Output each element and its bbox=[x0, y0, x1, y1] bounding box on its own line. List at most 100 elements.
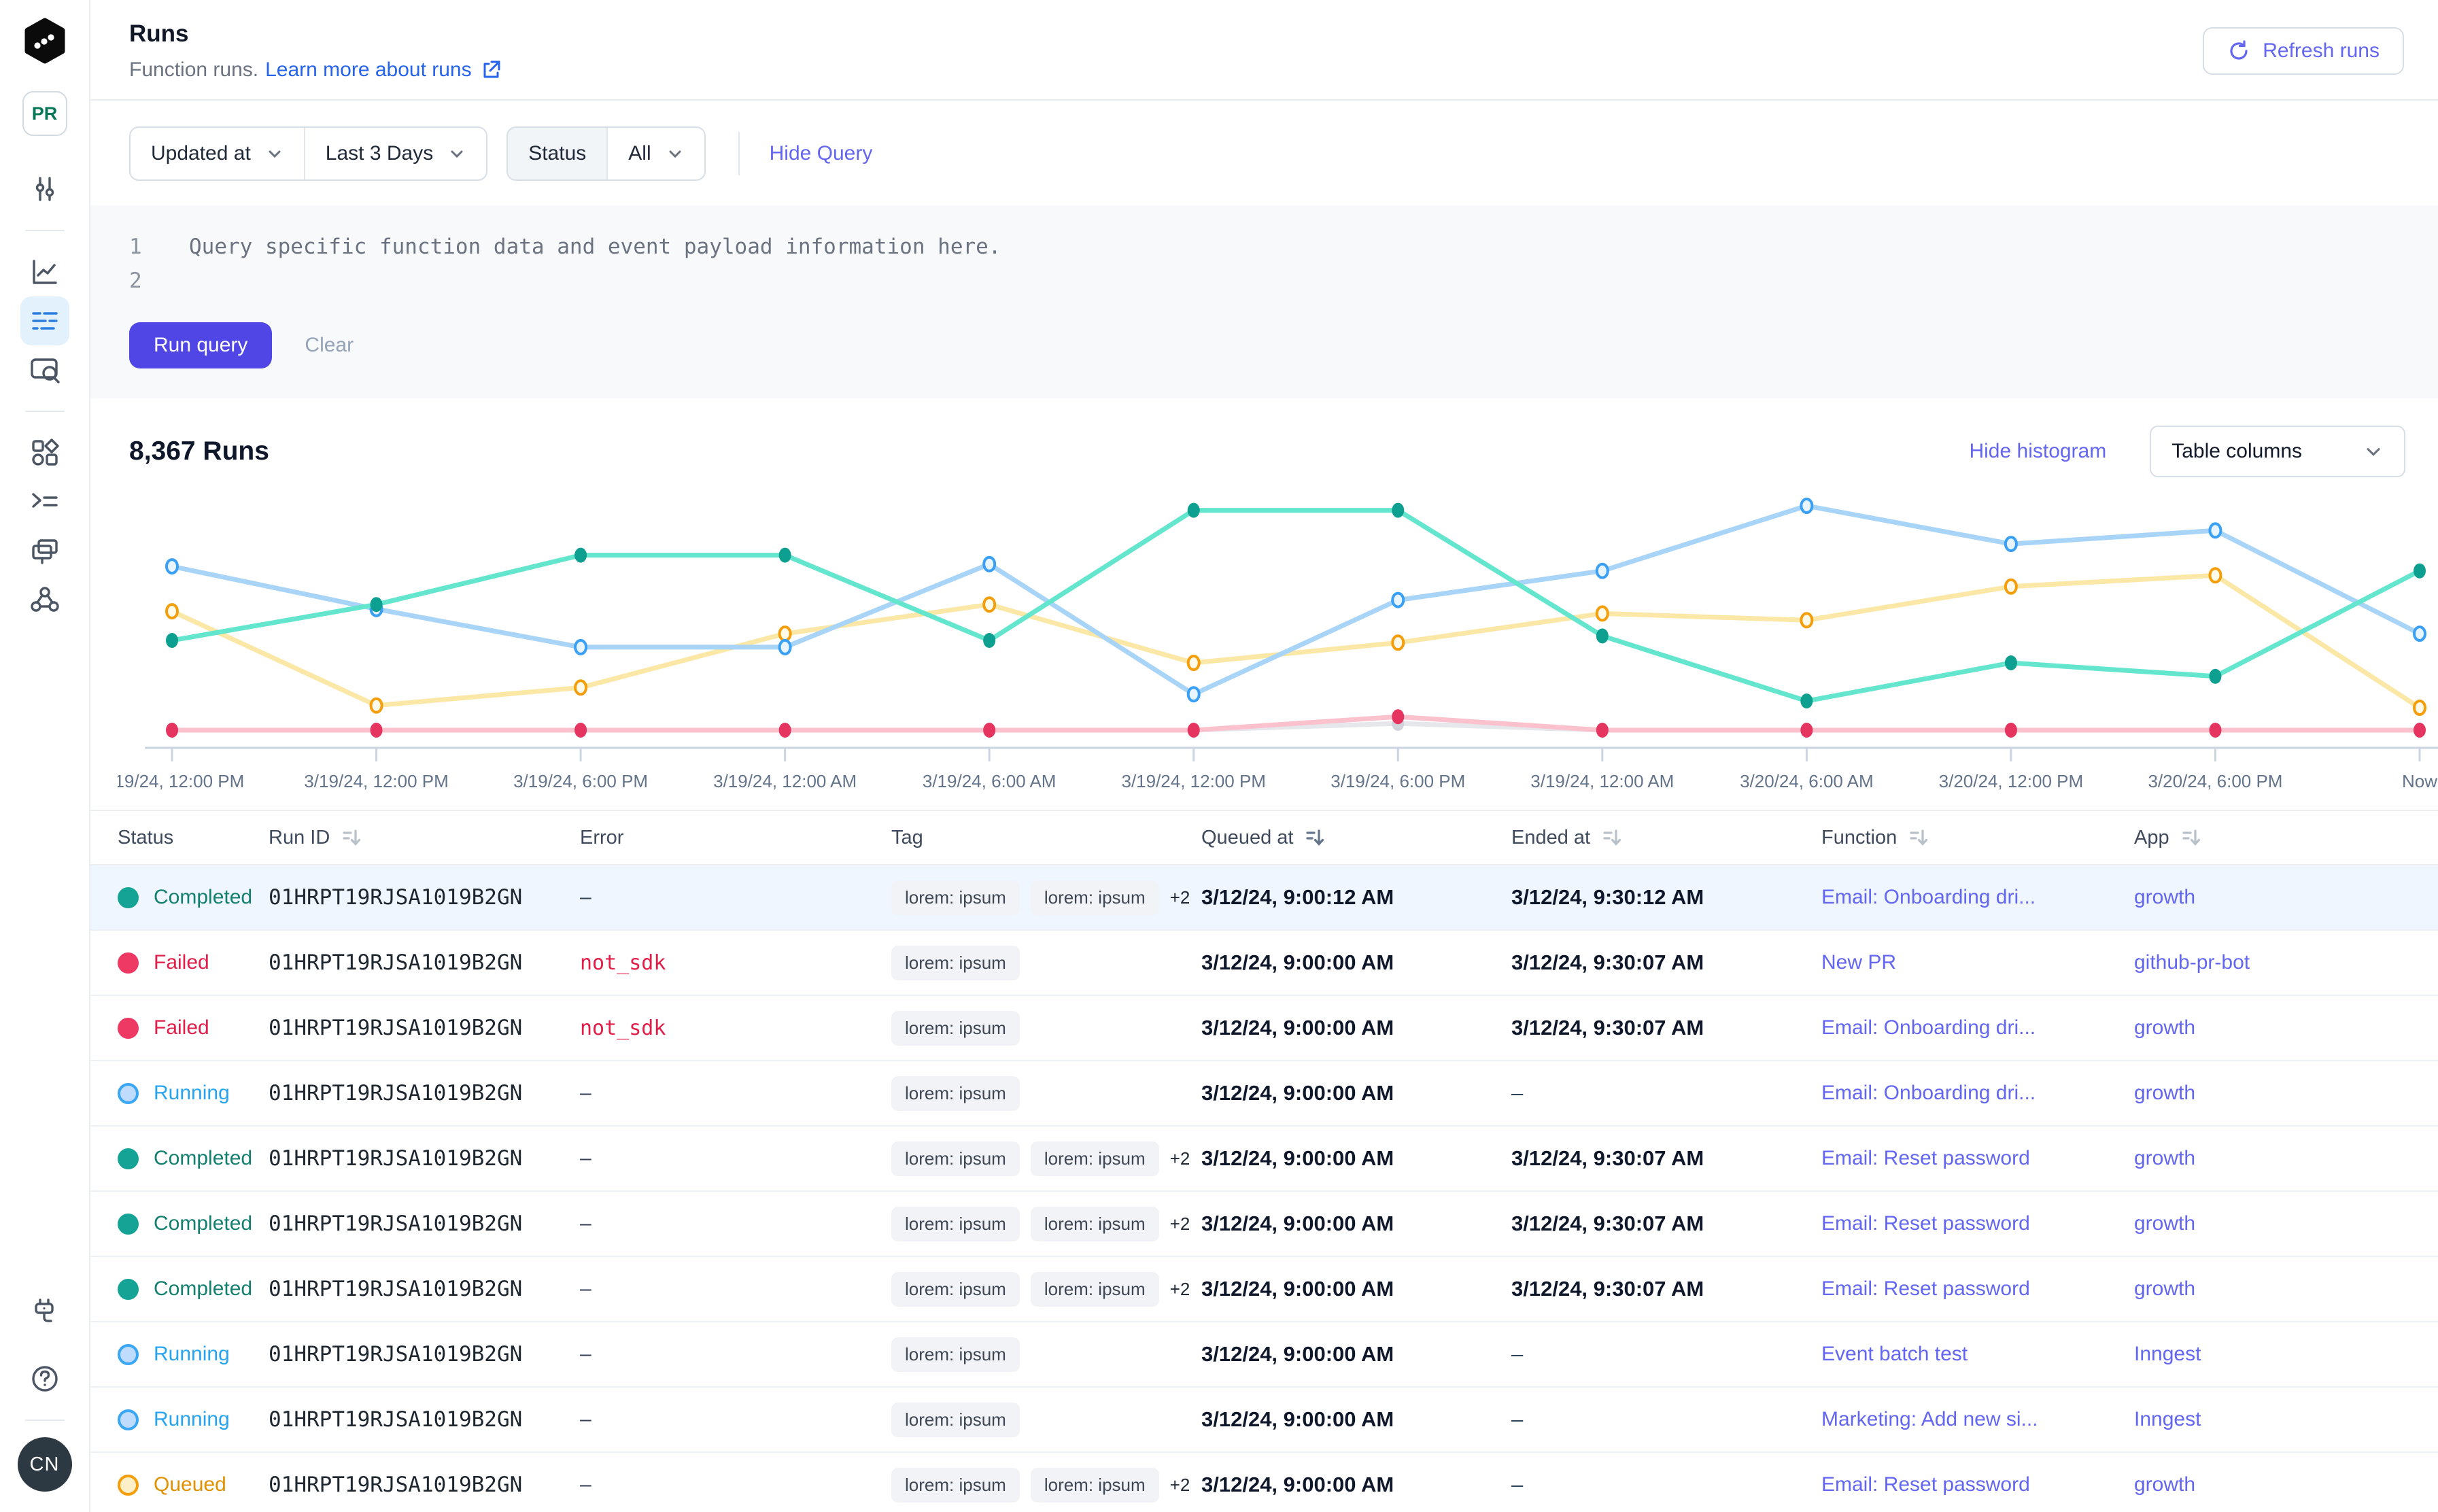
column-header[interactable]: Error bbox=[580, 827, 891, 849]
status-dot-icon bbox=[118, 1279, 139, 1300]
svg-text:3/19/24, 12:00 AM: 3/19/24, 12:00 AM bbox=[713, 771, 857, 791]
ended-at-value: – bbox=[1511, 1342, 1821, 1367]
chevron-down-icon bbox=[448, 145, 466, 162]
column-label: App bbox=[2134, 827, 2169, 849]
runs-table: Status Run ID Error Tag Queued at Ended … bbox=[90, 810, 2438, 1512]
status-filter-label: Status bbox=[508, 128, 606, 179]
function-link[interactable]: Email: Reset password bbox=[1821, 1147, 2134, 1170]
refresh-runs-button[interactable]: Refresh runs bbox=[2203, 27, 2404, 75]
queued-at-value: 3/12/24, 9:00:00 AM bbox=[1201, 1277, 1511, 1301]
metrics-icon[interactable] bbox=[20, 247, 69, 296]
table-row[interactable]: Running 01HRPT19RJSA1019B2GN – lorem: ip… bbox=[90, 1322, 2438, 1388]
app-link[interactable]: growth bbox=[2134, 1082, 2438, 1105]
run-query-button[interactable]: Run query bbox=[129, 322, 272, 368]
tag-list: lorem: ipsum bbox=[891, 1337, 1201, 1372]
runs-list-icon[interactable] bbox=[20, 296, 69, 345]
queued-at-value: 3/12/24, 9:00:12 AM bbox=[1201, 885, 1511, 910]
function-link[interactable]: Email: Onboarding dri... bbox=[1821, 1082, 2134, 1105]
event-search-icon[interactable] bbox=[20, 345, 69, 394]
column-label: Status bbox=[118, 827, 173, 849]
table-columns-dropdown[interactable]: Table columns bbox=[2150, 426, 2405, 477]
table-row[interactable]: Failed 01HRPT19RJSA1019B2GN not_sdk lore… bbox=[90, 996, 2438, 1061]
refresh-icon bbox=[2227, 39, 2250, 63]
table-row[interactable]: Queued 01HRPT19RJSA1019B2GN – lorem: ips… bbox=[90, 1453, 2438, 1512]
query-line-2[interactable]: 2 bbox=[129, 264, 2438, 298]
error-value: – bbox=[580, 1082, 891, 1105]
function-link[interactable]: Email: Reset password bbox=[1821, 1212, 2134, 1235]
function-link[interactable]: Email: Reset password bbox=[1821, 1277, 2134, 1301]
sidebar-divider bbox=[25, 230, 65, 231]
time-field-select[interactable]: Updated at bbox=[131, 128, 304, 179]
column-header[interactable]: Queued at bbox=[1201, 827, 1511, 849]
app-link[interactable]: growth bbox=[2134, 1212, 2438, 1235]
function-link[interactable]: New PR bbox=[1821, 951, 2134, 974]
function-link[interactable]: Event batch test bbox=[1821, 1343, 2134, 1366]
column-header[interactable]: Status bbox=[118, 827, 269, 849]
external-link-icon bbox=[480, 59, 502, 81]
page-subtitle: Function runs. Learn more about runs bbox=[129, 58, 502, 82]
runs-table-header: Status Run ID Error Tag Queued at Ended … bbox=[90, 810, 2438, 865]
webhook-icon[interactable] bbox=[20, 575, 69, 624]
app-link[interactable]: Inngest bbox=[2134, 1343, 2438, 1366]
tag-pill: lorem: ipsum bbox=[1031, 1207, 1159, 1241]
function-link[interactable]: Email: Reset password bbox=[1821, 1473, 2134, 1496]
learn-more-link[interactable]: Learn more about runs bbox=[265, 58, 502, 82]
app-link[interactable]: growth bbox=[2134, 1147, 2438, 1170]
tag-pill: lorem: ipsum bbox=[891, 946, 1020, 980]
column-header[interactable]: Ended at bbox=[1511, 827, 1821, 849]
function-link[interactable]: Email: Onboarding dri... bbox=[1821, 1016, 2134, 1040]
queued-at-value: 3/12/24, 9:00:00 AM bbox=[1201, 1081, 1511, 1105]
histogram-chart: 3/19/24, 12:00 PM3/19/24, 12:00 PM3/19/2… bbox=[118, 495, 2438, 797]
query-editor: 1 Query specific function data and event… bbox=[90, 205, 2438, 398]
status-dot-icon bbox=[118, 1083, 139, 1104]
hide-query-link[interactable]: Hide Query bbox=[770, 142, 873, 165]
table-row[interactable]: Completed 01HRPT19RJSA1019B2GN – lorem: … bbox=[90, 1192, 2438, 1257]
help-icon[interactable] bbox=[20, 1354, 69, 1403]
runs-histogram: 3/19/24, 12:00 PM3/19/24, 12:00 PM3/19/2… bbox=[90, 491, 2438, 800]
inngest-logo-icon[interactable] bbox=[22, 18, 67, 64]
windows-icon[interactable] bbox=[20, 526, 69, 575]
sidebar: PR CN bbox=[0, 0, 90, 1512]
time-range-select[interactable]: Last 3 Days bbox=[304, 128, 486, 179]
sort-icon bbox=[1601, 827, 1623, 848]
sidebar-divider bbox=[25, 411, 65, 412]
error-value: – bbox=[580, 1408, 891, 1431]
filters-sliders-icon[interactable] bbox=[20, 165, 69, 213]
table-row[interactable]: Failed 01HRPT19RJSA1019B2GN not_sdk lore… bbox=[90, 931, 2438, 996]
query-line-1[interactable]: 1 Query specific function data and event… bbox=[129, 230, 2438, 264]
tag-pill: lorem: ipsum bbox=[891, 1272, 1020, 1307]
column-header[interactable]: Run ID bbox=[269, 827, 580, 849]
app-link[interactable]: github-pr-bot bbox=[2134, 951, 2438, 974]
svg-text:3/19/24, 12:00 PM: 3/19/24, 12:00 PM bbox=[118, 771, 244, 791]
column-header[interactable]: Function bbox=[1821, 827, 2134, 849]
error-value: – bbox=[580, 1147, 891, 1170]
apps-icon[interactable] bbox=[20, 428, 69, 477]
hide-histogram-link[interactable]: Hide histogram bbox=[1969, 440, 2106, 463]
app-link[interactable]: growth bbox=[2134, 1473, 2438, 1496]
table-row[interactable]: Completed 01HRPT19RJSA1019B2GN – lorem: … bbox=[90, 1127, 2438, 1192]
status-filter-select[interactable]: All bbox=[606, 128, 704, 179]
app-link[interactable]: growth bbox=[2134, 1016, 2438, 1040]
table-row[interactable]: Completed 01HRPT19RJSA1019B2GN – lorem: … bbox=[90, 865, 2438, 931]
table-row[interactable]: Running 01HRPT19RJSA1019B2GN – lorem: ip… bbox=[90, 1061, 2438, 1127]
table-row[interactable]: Completed 01HRPT19RJSA1019B2GN – lorem: … bbox=[90, 1257, 2438, 1322]
workspace-badge[interactable]: PR bbox=[22, 91, 67, 136]
column-header[interactable]: Tag bbox=[891, 827, 1201, 849]
table-row[interactable]: Running 01HRPT19RJSA1019B2GN – lorem: ip… bbox=[90, 1388, 2438, 1453]
column-header[interactable]: App bbox=[2134, 827, 2438, 849]
filter-bar: Updated at Last 3 Days Status All Hide Q… bbox=[90, 101, 2438, 205]
status-label: Failed bbox=[154, 951, 209, 974]
function-link[interactable]: Marketing: Add new si... bbox=[1821, 1408, 2134, 1431]
app-link[interactable]: Inngest bbox=[2134, 1408, 2438, 1431]
function-link[interactable]: Email: Onboarding dri... bbox=[1821, 886, 2134, 909]
cli-icon[interactable] bbox=[20, 477, 69, 526]
tag-overflow-count: +2 bbox=[1170, 1148, 1190, 1169]
dev-server-plug-icon[interactable] bbox=[20, 1288, 69, 1337]
app-link[interactable]: growth bbox=[2134, 886, 2438, 909]
app-link[interactable]: growth bbox=[2134, 1277, 2438, 1301]
user-avatar[interactable]: CN bbox=[18, 1437, 72, 1492]
status-label: Running bbox=[154, 1408, 230, 1431]
clear-query-button[interactable]: Clear bbox=[305, 334, 354, 357]
sort-icon bbox=[341, 827, 362, 848]
tag-list: lorem: ipsumlorem: ipsum+2 bbox=[891, 880, 1201, 915]
